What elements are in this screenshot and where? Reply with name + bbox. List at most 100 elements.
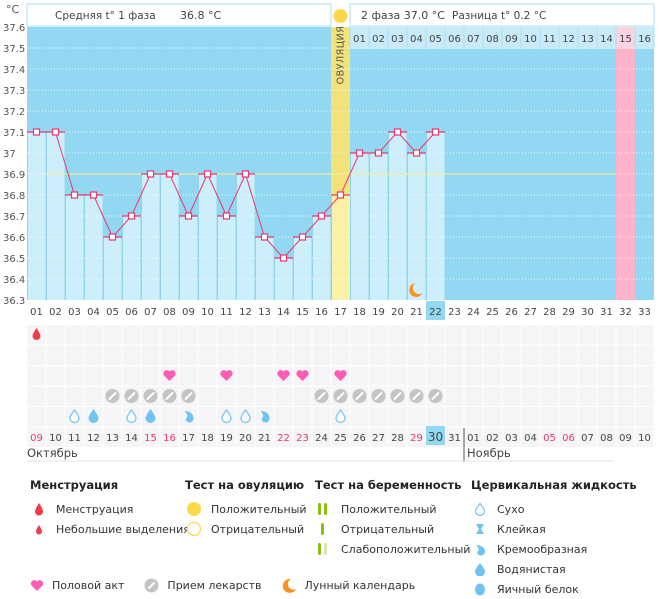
event-cell [521,407,540,427]
event-cell [103,427,122,447]
cycle-day-label: 19 [372,307,385,318]
calendar-date: 11 [68,433,81,444]
event-cell [540,325,559,345]
phase2-day-label: 16 [638,34,651,45]
event-cell [312,325,331,345]
event-cell [217,325,236,345]
cycle-day-label: 10 [201,307,214,318]
event-cell [160,325,179,345]
calendar-date: 28 [391,433,404,444]
legend-item: Водянистая [471,559,637,579]
event-cell [578,325,597,345]
creamy-icon [260,411,270,423]
legend-menstruation: Менструация Менструация Небольшие выделе… [30,478,190,539]
event-cell [483,386,502,406]
calendar-date: 24 [315,433,328,444]
legend-item: Клейкая [471,519,637,539]
event-cell [464,325,483,345]
legend-item: Слабоположительный [315,539,470,559]
event-cell [236,386,255,406]
cycle-day-label: 28 [543,307,556,318]
legend-item: Положительный [315,499,470,519]
pill-stripe [146,392,155,400]
cycle-day-label: 11 [220,307,233,318]
cycle-day-label: 29 [562,307,575,318]
dry-drop-icon [126,408,137,424]
temperature-point [184,212,193,220]
temperature-point [222,212,231,220]
pill-stripe [127,392,136,400]
event-cell [122,427,141,447]
today-highlight [426,426,445,445]
legend-title: Цервикальная жидкость [471,478,637,492]
event-cell [407,407,426,427]
event-cell [502,366,521,386]
event-cell [179,427,198,447]
event-cell [597,325,616,345]
event-cell [236,325,255,345]
phase2-day-label: 11 [543,34,556,45]
temperature-point [298,233,307,241]
event-cell [616,386,635,406]
pill-stripe [374,392,383,400]
cycle-day-label: 23 [448,307,461,318]
calendar-date: 02 [486,433,499,444]
heart-icon [277,370,290,381]
event-cell [369,366,388,386]
cycle-day-label: 12 [239,307,252,318]
phase2-day-header-pink [616,27,635,49]
event-cell [312,366,331,386]
temperature-point [374,149,383,157]
legend-item: Отрицательный [185,519,307,539]
temperature-bar [84,195,103,300]
pill-icon [144,578,159,593]
pill-stripe [184,392,193,400]
y-tick-label: 36.7 [3,212,25,223]
event-cell [255,427,274,447]
legend-item: Менструация [30,499,190,519]
pill-stripe [336,392,345,400]
legend-title: Тест на беременность [315,478,462,492]
event-cell [540,386,559,406]
cycle-day-label: 03 [68,307,81,318]
event-cell [160,407,179,427]
temperature-bar [122,216,141,300]
y-tick-label: 36.5 [3,254,25,265]
legend-pregnancy-test: Тест на беременность Положительный Отриц… [315,478,470,559]
event-cell [502,386,521,406]
event-cell [388,407,407,427]
event-cell [198,345,217,365]
event-cell [293,325,312,345]
event-cell [331,427,350,447]
event-cell [521,325,540,345]
phase2-day-label: 05 [429,34,442,45]
calendar-date: 10 [49,433,62,444]
calendar-date: 13 [106,433,119,444]
heart-icon [30,579,44,592]
calendar-date: 26 [353,433,366,444]
event-cell [616,427,635,447]
menstruation-drop-icon [32,328,41,340]
pill-stripe [355,392,364,400]
calendar-date: 25 [334,433,347,444]
cycle-day-label: 25 [486,307,499,318]
event-cell [141,345,160,365]
event-cell [502,345,521,365]
temperature-bar [160,174,179,300]
temperature-bar [65,195,84,300]
y-tick-label: 36.4 [3,275,25,286]
calendar-date: 17 [182,433,195,444]
event-cell [521,366,540,386]
event-cell [426,325,445,345]
event-cell [464,427,483,447]
y-tick-label: 36.9 [3,170,25,181]
event-cell [103,345,122,365]
calendar-date: 12 [87,433,100,444]
event-cell [122,366,141,386]
diff-label: Разница t° 0.2 °C [452,10,546,22]
event-cell [597,345,616,365]
cycle-day-label: 33 [638,307,651,318]
event-cell [293,407,312,427]
temperature-bar [255,237,274,300]
cycle-day-label: 31 [600,307,613,318]
